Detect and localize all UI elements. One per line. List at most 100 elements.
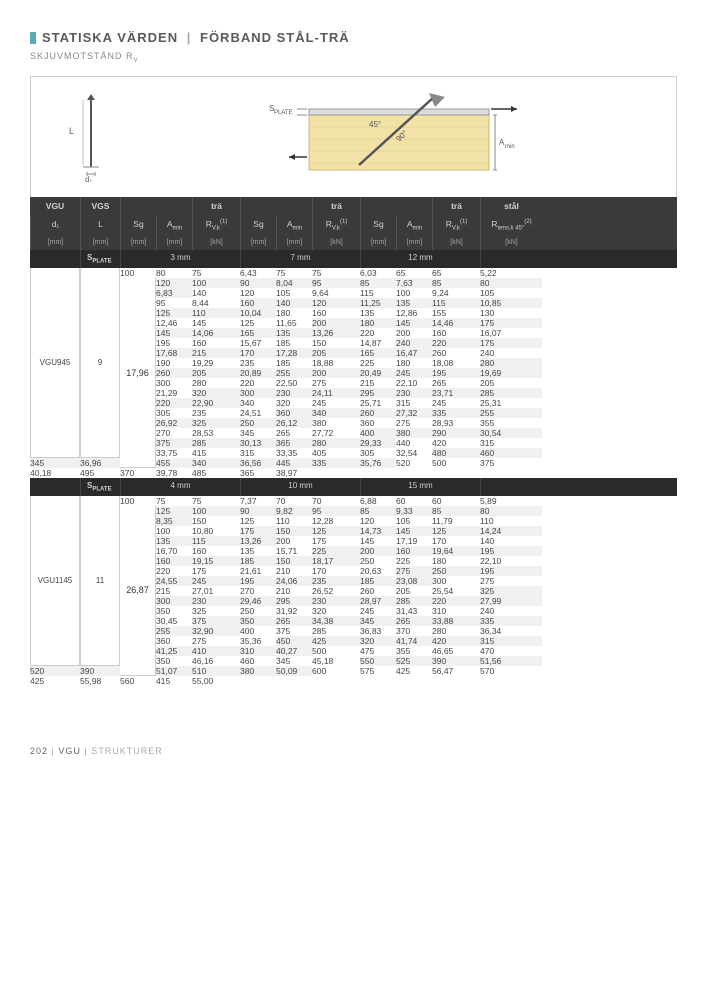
data-cell: 340 bbox=[240, 398, 276, 408]
data-cell: 575 bbox=[360, 666, 396, 676]
data-cell: 335 bbox=[432, 408, 480, 418]
data-cell: 36,96 bbox=[80, 458, 120, 468]
data-cell: 270 bbox=[240, 586, 276, 596]
data-cell: 220 bbox=[240, 378, 276, 388]
data-cell: 22,10 bbox=[396, 378, 432, 388]
data-cell: 390 bbox=[432, 656, 480, 666]
data-cell: 75 bbox=[312, 268, 360, 278]
data-cell: 26,52 bbox=[312, 586, 360, 596]
data-cell: 425 bbox=[312, 636, 360, 646]
data-cell: 400 bbox=[360, 428, 396, 438]
data-cell: 345 bbox=[30, 458, 80, 468]
data-cell: 365 bbox=[240, 468, 276, 478]
unit-rv1: [kN] bbox=[192, 235, 240, 250]
data-cell: 38,97 bbox=[276, 468, 312, 478]
data-cell: 31,43 bbox=[396, 606, 432, 616]
data-cell: 125 bbox=[156, 308, 192, 318]
data-cell: 14,06 bbox=[192, 328, 240, 338]
data-cell: 185 bbox=[360, 576, 396, 586]
splate-label: SPLATE bbox=[80, 478, 120, 496]
data-cell: 21,29 bbox=[156, 388, 192, 398]
data-cell: 265 bbox=[276, 428, 312, 438]
data-cell: 380 bbox=[240, 666, 276, 676]
data-cell: 370 bbox=[396, 626, 432, 636]
data-cell: 100 bbox=[156, 526, 192, 536]
data-cell: 310 bbox=[240, 646, 276, 656]
data-cell: 14,24 bbox=[480, 526, 542, 536]
data-cell: 15,67 bbox=[240, 338, 276, 348]
data-cell: 13,26 bbox=[240, 536, 276, 546]
data-cell: 27,32 bbox=[396, 408, 432, 418]
data-cell: 150 bbox=[276, 556, 312, 566]
data-cell: 65 bbox=[396, 268, 432, 278]
data-cell: 300 bbox=[240, 388, 276, 398]
data-cell: 23,08 bbox=[396, 576, 432, 586]
data-cell: 14,87 bbox=[360, 338, 396, 348]
data-cell: 150 bbox=[312, 338, 360, 348]
hdr-vgu: VGU bbox=[30, 197, 80, 215]
data-cell: 460 bbox=[240, 656, 276, 666]
data-cell: 25,71 bbox=[360, 398, 396, 408]
data-cell: 220 bbox=[156, 398, 192, 408]
data-section: VGU11451110075757,3770706,8860605,8926,8… bbox=[30, 496, 677, 686]
data-cell: 210 bbox=[276, 566, 312, 576]
data-cell: 125 bbox=[240, 516, 276, 526]
data-cell: 10,80 bbox=[192, 526, 240, 536]
data-cell: 22,50 bbox=[276, 378, 312, 388]
data-cell: 41,25 bbox=[156, 646, 192, 656]
data-cell: 340 bbox=[312, 408, 360, 418]
data-cell: 260 bbox=[360, 408, 396, 418]
data-cell: 335 bbox=[312, 458, 360, 468]
data-cell: 220 bbox=[360, 328, 396, 338]
data-cell: 425 bbox=[30, 676, 80, 686]
data-cell: 27,72 bbox=[312, 428, 360, 438]
hdr-Rvk-1: RV,k(1) bbox=[192, 215, 240, 236]
data-cell: 160 bbox=[240, 298, 276, 308]
data-cell: 270 bbox=[156, 428, 192, 438]
data-cell: 55,98 bbox=[80, 676, 120, 686]
unit-am1: [mm] bbox=[156, 235, 192, 250]
footer-page: 202 bbox=[30, 746, 48, 756]
data-cell: 195 bbox=[240, 576, 276, 586]
d1-cell: 11 bbox=[80, 496, 120, 666]
data-cell: 9,24 bbox=[432, 288, 480, 298]
data-cell: 51,07 bbox=[156, 666, 192, 676]
data-cell: 195 bbox=[480, 566, 542, 576]
data-cell: 375 bbox=[156, 438, 192, 448]
svg-text:45°: 45° bbox=[369, 120, 381, 129]
data-cell: 100 bbox=[120, 496, 156, 506]
data-cell: 500 bbox=[312, 646, 360, 656]
data-cell: 485 bbox=[192, 468, 240, 478]
data-cell: 375 bbox=[192, 616, 240, 626]
data-cell: 120 bbox=[156, 278, 192, 288]
data-cell: 360 bbox=[156, 636, 192, 646]
data-cell: 525 bbox=[396, 656, 432, 666]
data-cell: 70 bbox=[312, 496, 360, 506]
data-cell: 51,56 bbox=[480, 656, 542, 666]
data-cell: 340 bbox=[192, 458, 240, 468]
data-cell: 39,78 bbox=[156, 468, 192, 478]
data-cell: 275 bbox=[480, 576, 542, 586]
data-cell: 245 bbox=[396, 368, 432, 378]
data-cell: 390 bbox=[80, 666, 120, 676]
data-cell: 300 bbox=[156, 596, 192, 606]
splate-row: SPLATE4 mm10 mm15 mm bbox=[30, 478, 677, 496]
data-cell: 22,90 bbox=[192, 398, 240, 408]
data-cell: 325 bbox=[480, 586, 542, 596]
data-cell: 33,75 bbox=[156, 448, 192, 458]
data-cell: 41,74 bbox=[396, 636, 432, 646]
footer-b: STRUKTURER bbox=[91, 746, 163, 756]
data-cell: 170 bbox=[312, 566, 360, 576]
data-cell: 295 bbox=[360, 388, 396, 398]
data-cell: 32,90 bbox=[192, 626, 240, 636]
data-cell: 19,15 bbox=[192, 556, 240, 566]
data-cell: 95 bbox=[312, 278, 360, 288]
data-cell: 6,03 bbox=[360, 268, 396, 278]
data-cell: 13,26 bbox=[312, 328, 360, 338]
data-cell: 285 bbox=[192, 438, 240, 448]
data-cell: 380 bbox=[312, 418, 360, 428]
data-cell: 26,92 bbox=[156, 418, 192, 428]
data-cell: 20,89 bbox=[240, 368, 276, 378]
data-cell: 150 bbox=[192, 516, 240, 526]
data-cell: 28,97 bbox=[360, 596, 396, 606]
